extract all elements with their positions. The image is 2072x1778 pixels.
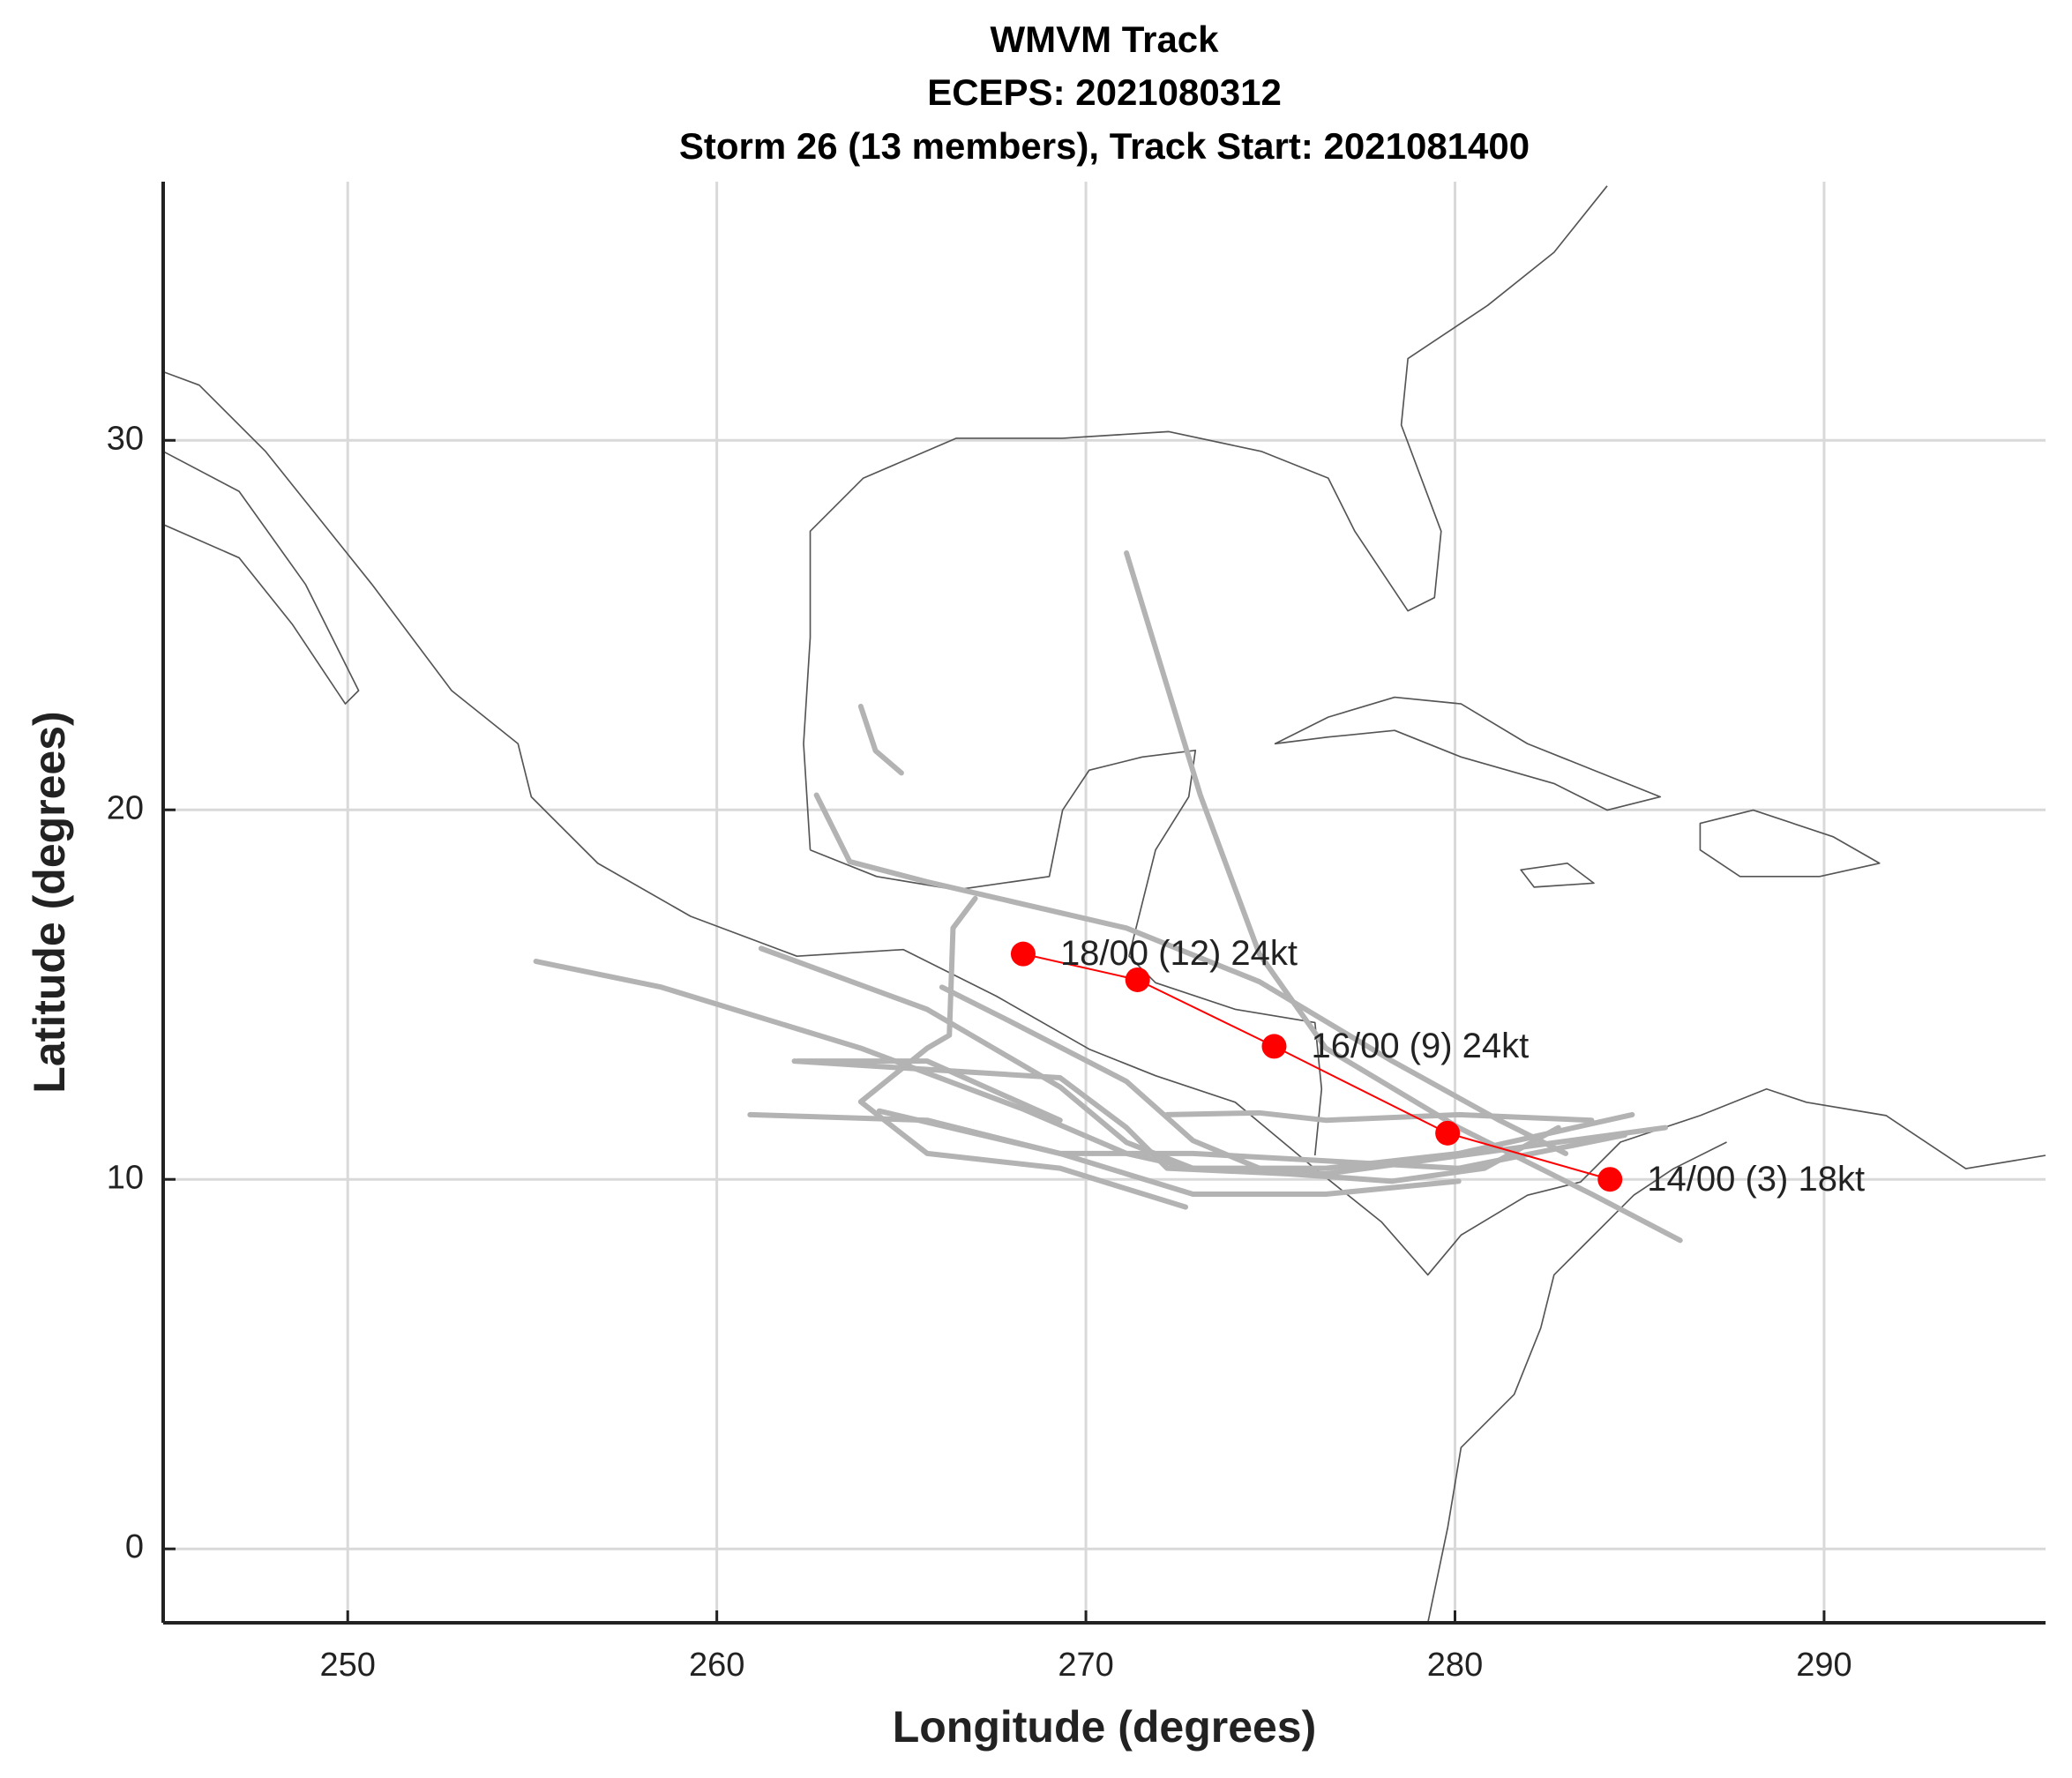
coastline (803, 185, 1608, 850)
member-track (857, 703, 904, 776)
grid (163, 182, 2046, 1623)
coastline (163, 370, 2046, 1276)
member-track (791, 1058, 1561, 1184)
x-axis-label: Longitude (degrees) (893, 1702, 1317, 1752)
track-point (1597, 1167, 1623, 1192)
track-point (1435, 1120, 1461, 1146)
member-track (795, 1058, 1063, 1124)
point-label: 14/00 (3) 18kt (1647, 1160, 1865, 1199)
chart-subtitle: ECEPS: 2021080312 (927, 71, 1282, 113)
coastlines (163, 185, 2046, 1623)
member-track (876, 1108, 1462, 1197)
island (1699, 809, 1881, 878)
y-tick-label: 0 (125, 1528, 144, 1565)
x-tick-label: 260 (689, 1647, 744, 1684)
x-tick-label: 280 (1427, 1647, 1483, 1684)
member-track (747, 1111, 1627, 1171)
track-point (1010, 941, 1036, 967)
track-point (1125, 967, 1150, 992)
member-track (939, 984, 1262, 1171)
island (1274, 696, 1662, 811)
member-track (1124, 550, 1683, 1244)
y-axis-label: Latitude (degrees) (25, 711, 74, 1093)
island (1520, 862, 1595, 888)
x-tick-label: 290 (1796, 1647, 1851, 1684)
coastline (163, 451, 360, 705)
point-label: 16/00 (9) 24kt (1311, 1027, 1529, 1065)
x-tick-label: 250 (320, 1647, 376, 1684)
x-tick-label: 270 (1058, 1647, 1113, 1684)
coastline (810, 749, 1323, 1156)
point-label: 18/00 (12) 24kt (1060, 934, 1298, 973)
y-tick-label: 20 (107, 789, 144, 826)
y-tick-label: 30 (107, 420, 144, 457)
coastline (1426, 1141, 1727, 1623)
track-point (1261, 1034, 1287, 1059)
member-track (857, 895, 1189, 1210)
tracks (533, 550, 1683, 1244)
member-track (813, 792, 1569, 1156)
chart-subtitle: Storm 26 (13 members), Track Start: 2021… (679, 125, 1530, 167)
y-tick-label: 10 (107, 1159, 144, 1196)
member-track (1164, 1109, 1595, 1124)
chart-title: WMVM Track (990, 19, 1219, 60)
